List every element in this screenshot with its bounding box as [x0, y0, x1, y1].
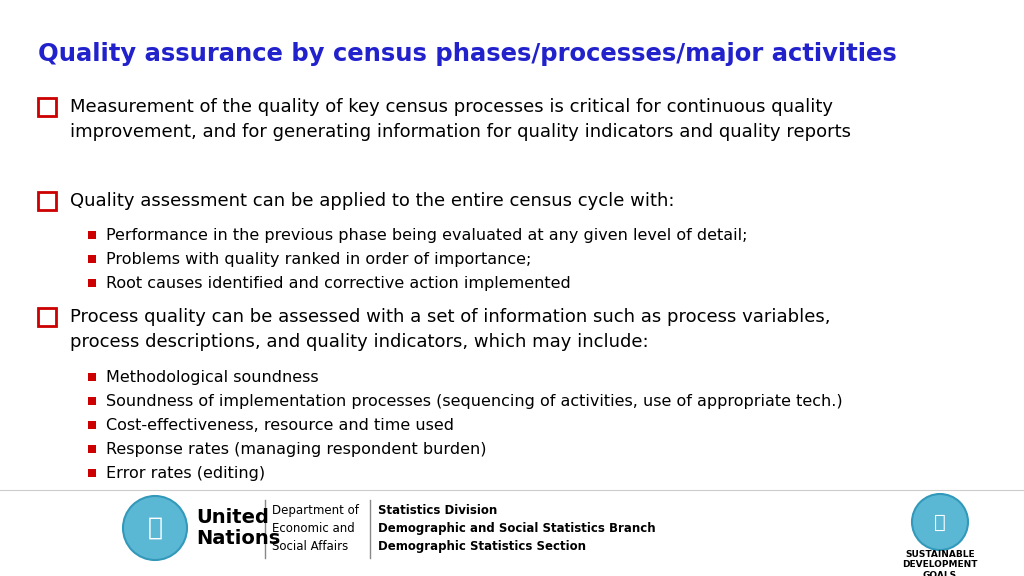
Circle shape	[912, 494, 968, 550]
Text: Methodological soundness: Methodological soundness	[106, 370, 318, 385]
FancyBboxPatch shape	[88, 469, 96, 477]
FancyBboxPatch shape	[38, 98, 56, 116]
FancyBboxPatch shape	[38, 192, 56, 210]
Circle shape	[123, 496, 187, 560]
Text: Quality assurance by census phases/processes/major activities: Quality assurance by census phases/proce…	[38, 42, 897, 66]
FancyBboxPatch shape	[38, 308, 56, 326]
Text: Root causes identified and corrective action implemented: Root causes identified and corrective ac…	[106, 276, 570, 291]
Text: Problems with quality ranked in order of importance;: Problems with quality ranked in order of…	[106, 252, 531, 267]
FancyBboxPatch shape	[88, 373, 96, 381]
Text: Process quality can be assessed with a set of information such as process variab: Process quality can be assessed with a s…	[70, 308, 830, 351]
FancyBboxPatch shape	[88, 279, 96, 287]
Text: United
Nations: United Nations	[196, 508, 281, 548]
Text: 🌐: 🌐	[147, 516, 163, 540]
Text: SUSTAINABLE
DEVELOPMENT
GOALS: SUSTAINABLE DEVELOPMENT GOALS	[902, 550, 978, 576]
FancyBboxPatch shape	[88, 421, 96, 429]
Text: Cost-effectiveness, resource and time used: Cost-effectiveness, resource and time us…	[106, 418, 454, 433]
FancyBboxPatch shape	[88, 255, 96, 263]
Text: Measurement of the quality of key census processes is critical for continuous qu: Measurement of the quality of key census…	[70, 98, 851, 141]
Text: 🌐: 🌐	[934, 513, 946, 532]
Text: Soundness of implementation processes (sequencing of activities, use of appropri: Soundness of implementation processes (s…	[106, 394, 843, 409]
Text: Department of
Economic and
Social Affairs: Department of Economic and Social Affair…	[272, 504, 358, 553]
Text: Response rates (managing respondent burden): Response rates (managing respondent burd…	[106, 442, 486, 457]
FancyBboxPatch shape	[88, 445, 96, 453]
Text: Performance in the previous phase being evaluated at any given level of detail;: Performance in the previous phase being …	[106, 228, 748, 243]
FancyBboxPatch shape	[88, 231, 96, 239]
Text: Statistics Division
Demographic and Social Statistics Branch
Demographic Statist: Statistics Division Demographic and Soci…	[378, 504, 655, 553]
Text: Quality assessment can be applied to the entire census cycle with:: Quality assessment can be applied to the…	[70, 192, 675, 210]
Text: Error rates (editing): Error rates (editing)	[106, 466, 265, 481]
FancyBboxPatch shape	[88, 397, 96, 405]
